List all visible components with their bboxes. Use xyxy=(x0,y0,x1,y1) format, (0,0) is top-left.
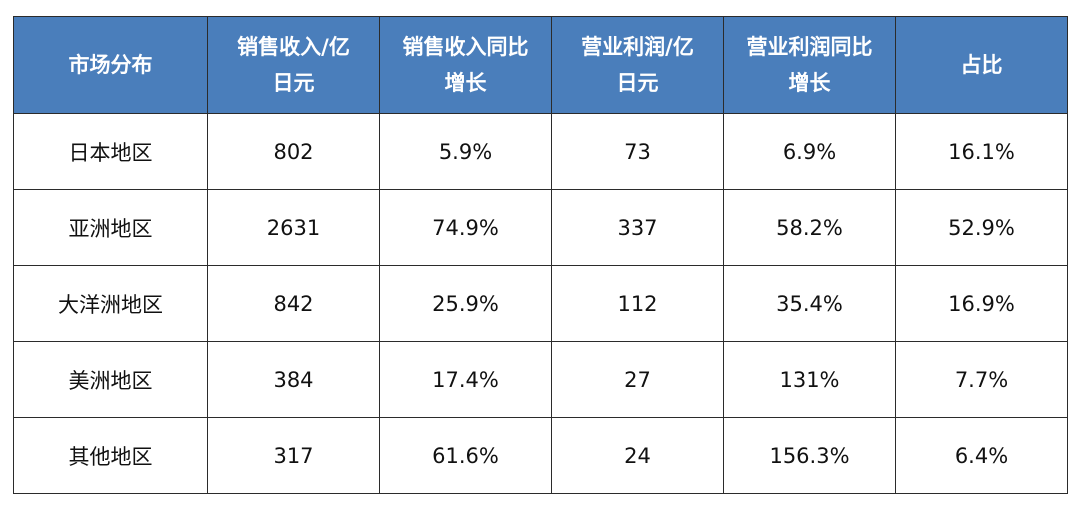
region-cell: 美洲地区 xyxy=(13,341,208,418)
table-row: 美洲地区 384 17.4% 27 131% 7.7% xyxy=(13,341,1068,418)
region-cell: 其他地区 xyxy=(13,417,208,494)
value-cell: 7.7% xyxy=(895,341,1068,418)
region-cell: 日本地区 xyxy=(13,113,208,190)
table-row: 其他地区 317 61.6% 24 156.3% 6.4% xyxy=(13,417,1068,494)
value-cell: 112 xyxy=(551,265,724,342)
value-cell: 17.4% xyxy=(379,341,552,418)
value-cell: 384 xyxy=(207,341,380,418)
value-cell: 35.4% xyxy=(723,265,896,342)
value-cell: 337 xyxy=(551,189,724,266)
value-cell: 842 xyxy=(207,265,380,342)
region-cell: 大洋洲地区 xyxy=(13,265,208,342)
column-header-text: 销售收入同比 xyxy=(402,35,529,59)
column-header-text: 日元 xyxy=(616,71,659,95)
value-cell: 74.9% xyxy=(379,189,552,266)
value-cell: 16.9% xyxy=(895,265,1068,342)
column-header-text: 销售收入/亿 xyxy=(237,35,350,59)
value-cell: 131% xyxy=(723,341,896,418)
column-header-text: 日元 xyxy=(272,71,315,95)
table-row: 大洋洲地区 842 25.9% 112 35.4% 16.9% xyxy=(13,265,1068,342)
value-cell: 24 xyxy=(551,417,724,494)
value-cell: 2631 xyxy=(207,189,380,266)
table-header: 市场分布 销售收入/亿 日元 销售收入同比 增长 营业利润/亿 日元 营业利润同比 增长 占比 xyxy=(13,16,1068,114)
header-row: 市场分布 销售收入/亿 日元 销售收入同比 增长 营业利润/亿 日元 营业利润同比 增长 占比 xyxy=(13,16,1068,114)
value-cell: 27 xyxy=(551,341,724,418)
table-body: 日本地区 802 5.9% 73 6.9% 16.1% 亚洲地区 2631 74.9% 337 58… xyxy=(13,113,1068,494)
market-distribution-table: 市场分布 销售收入/亿 日元 销售收入同比 增长 营业利润/亿 日元 营业利润同比 增长 占比 日… xyxy=(13,16,1068,494)
table-row: 日本地区 802 5.9% 73 6.9% 16.1% xyxy=(13,113,1068,190)
column-header-text: 营业利润同比 xyxy=(746,35,873,59)
value-cell: 58.2% xyxy=(723,189,896,266)
column-header-4: 营业利润/亿 日元 xyxy=(551,16,724,114)
column-header-text: 增长 xyxy=(444,71,487,95)
column-header-3: 销售收入同比 增长 xyxy=(379,16,552,114)
column-header-1: 市场分布 xyxy=(13,16,208,114)
value-cell: 6.4% xyxy=(895,417,1068,494)
value-cell: 317 xyxy=(207,417,380,494)
value-cell: 802 xyxy=(207,113,380,190)
market-table-container: 市场分布 销售收入/亿 日元 销售收入同比 增长 营业利润/亿 日元 营业利润同比 增长 占比 日… xyxy=(13,16,1068,494)
region-cell: 亚洲地区 xyxy=(13,189,208,266)
value-cell: 156.3% xyxy=(723,417,896,494)
value-cell: 52.9% xyxy=(895,189,1068,266)
column-header-text: 市场分布 xyxy=(68,53,153,77)
column-header-text: 占比 xyxy=(960,53,1003,77)
column-header-2: 销售收入/亿 日元 xyxy=(207,16,380,114)
column-header-text: 增长 xyxy=(788,71,831,95)
value-cell: 25.9% xyxy=(379,265,552,342)
value-cell: 16.1% xyxy=(895,113,1068,190)
column-header-6: 占比 xyxy=(895,16,1068,114)
column-header-text: 营业利润/亿 xyxy=(581,35,694,59)
value-cell: 61.6% xyxy=(379,417,552,494)
value-cell: 6.9% xyxy=(723,113,896,190)
column-header-5: 营业利润同比 增长 xyxy=(723,16,896,114)
table-row: 亚洲地区 2631 74.9% 337 58.2% 52.9% xyxy=(13,189,1068,266)
value-cell: 73 xyxy=(551,113,724,190)
value-cell: 5.9% xyxy=(379,113,552,190)
